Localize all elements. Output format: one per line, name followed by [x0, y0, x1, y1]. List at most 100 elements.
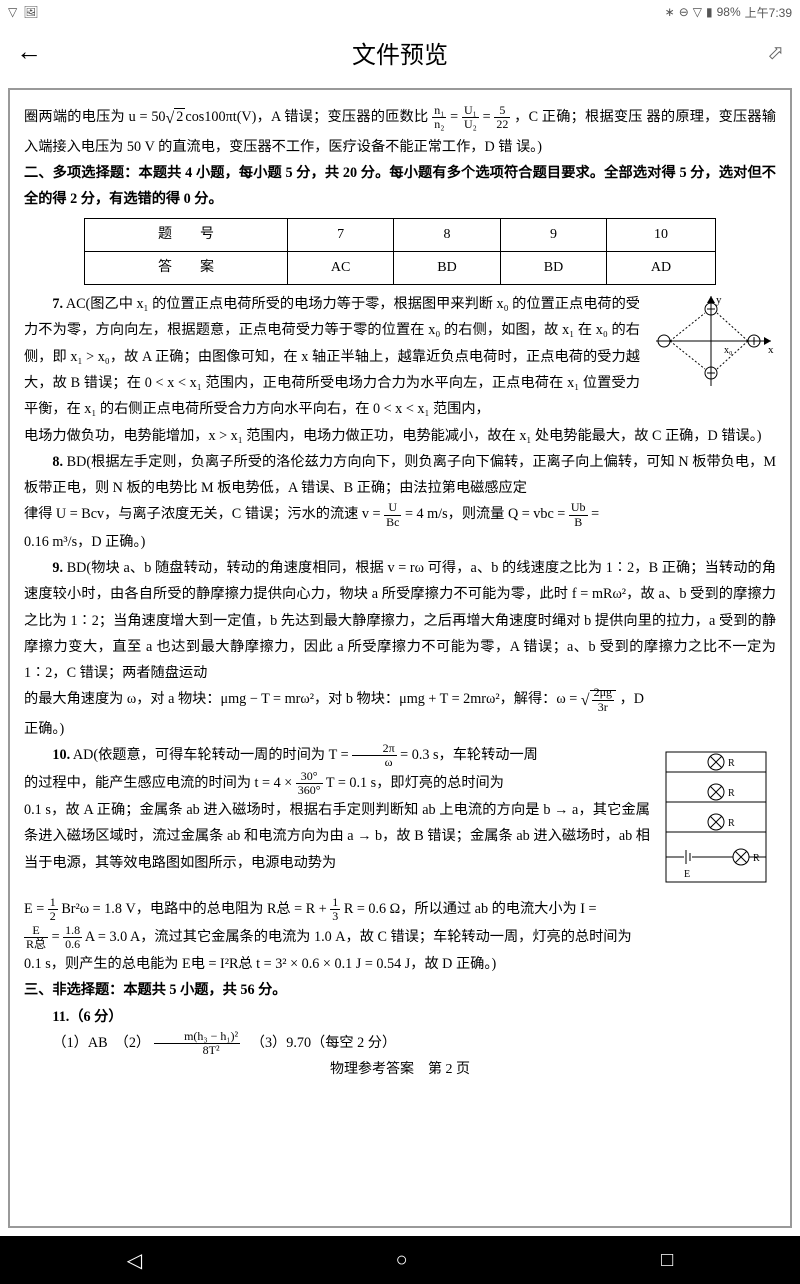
frac-num: U [384, 501, 401, 515]
q8-text-2: 律得 U = Bcv，与离子浓度无关，C 错误；污水的流速 v = UBc = … [24, 501, 776, 528]
back-button[interactable]: ← [16, 37, 42, 67]
frac-num: E [24, 924, 48, 938]
frac-num: 30° [296, 770, 323, 784]
q10-text-6: 0.1 s，则产生的总电能为 E电 = I²R总 t = 3² × 0.6 × … [24, 951, 776, 977]
svg-text:R: R [728, 788, 735, 799]
q8-text: 8. BD(根据左手定则，负离子所受的洛伦兹力方向向下，则负离子向下偏转，正离子… [24, 449, 776, 502]
table-header: 题 号 [85, 219, 288, 252]
text: = [591, 506, 599, 522]
text: E = [24, 901, 48, 917]
table-cell: AD [607, 252, 716, 285]
table-cell: BD [500, 252, 606, 285]
open-external-icon[interactable]: ⬀ [767, 40, 784, 65]
q7-text-cont: 电场力做负功，电势能增加，x > x₁ 范围内，电场力做正功，电势能减小，故在 … [24, 423, 776, 449]
q10-text-5: ER总 = 1.80.6 A = 3.0 A，流过其它金属条的电流为 1.0 A… [24, 924, 776, 951]
frac-num: Ub [569, 501, 588, 515]
text: T = 0.1 s，即灯亮的总时间为 [326, 775, 504, 791]
nav-back-button[interactable]: ◁ [127, 1248, 142, 1273]
document-content: 圈两端的电压为 u = 50√2cos100πt(V)，A 错误；变压器的匝数比… [24, 104, 776, 1083]
frac-num: n₁ [432, 104, 446, 118]
text: （3）9.70（每空 2 分） [244, 1035, 397, 1051]
frac-den: 3r [592, 701, 614, 714]
frac-num: 2π [352, 742, 396, 756]
svg-text:R: R [728, 818, 735, 829]
text: A = 3.0 A，流过其它金属条的电流为 1.0 A，故 C 错误；车轮转动一… [85, 929, 632, 945]
android-nav-bar: ◁ ○ □ [0, 1236, 800, 1284]
table-header: 答 案 [85, 252, 288, 285]
nav-home-button[interactable]: ○ [396, 1249, 408, 1272]
q8-text-3: 0.16 m³/s，D 正确。) [24, 529, 776, 555]
text: 圈两端的电压为 u = 50 [24, 109, 166, 125]
text: ，C 正确；根据变压 [514, 109, 643, 125]
battery-icon: ▮ [706, 5, 713, 19]
frac-den: 3 [330, 910, 340, 923]
frac-den: 22 [494, 118, 510, 131]
frac-num: 5 [494, 104, 510, 118]
page-title: 文件预览 [352, 35, 448, 70]
svg-text:y: y [716, 294, 722, 306]
frac-den: 360° [296, 784, 323, 797]
page-footer: 物理参考答案 第 2 页 [24, 1057, 776, 1083]
frac-den: U₂ [462, 118, 479, 131]
q-number: 7. [52, 296, 63, 312]
document-page: 圈两端的电压为 u = 50√2cos100πt(V)，A 错误；变压器的匝数比… [8, 88, 792, 1228]
svg-text:x₀: x₀ [724, 345, 733, 356]
battery-percent: 98% [717, 5, 741, 19]
bluetooth-icon: ∗ [665, 5, 675, 19]
frac-num: 1.8 [63, 924, 82, 938]
table-cell: 10 [607, 219, 716, 252]
table-cell: BD [394, 252, 500, 285]
frac-den: 2 [48, 910, 58, 923]
text: BD(物块 a、b 随盘转动，转动的角速度相同，根据 v = rω 可得，a、b… [24, 560, 776, 681]
frac-den: B [569, 516, 588, 529]
table-cell: 7 [287, 219, 393, 252]
frac-num: 1 [48, 896, 58, 910]
text: = 0.3 s，车轮转动一周 [400, 747, 538, 763]
frac-den: 8T² [154, 1044, 240, 1057]
text: 的最大角速度为 ω，对 a 物块：μmg − T = mrω²，对 b 物块：μ… [24, 691, 581, 707]
app-header: ← 文件预览 ⬀ [0, 24, 800, 80]
table-cell: 8 [394, 219, 500, 252]
text: （1）AB （2） [52, 1035, 150, 1051]
figure-q7: x y x₀ [646, 291, 776, 391]
table-cell: AC [287, 252, 393, 285]
svg-text:R: R [753, 853, 760, 864]
status-bar: ▽ 🖼 ∗ ⊖ ▽ ▮ 98% 上午7:39 [0, 0, 800, 24]
frac-num: 1 [330, 896, 340, 910]
table-cell: 9 [500, 219, 606, 252]
text: 的过程中，能产生感应电流的时间为 t = 4 × [24, 775, 296, 791]
picture-icon: 🖼 [23, 5, 38, 19]
q10-text-4: E = 12 Br²ω = 1.8 V，电路中的总电阻为 R总 = R + 13… [24, 896, 776, 923]
section-3-title: 三、非选择题：本题共 5 小题，共 56 分。 [24, 977, 776, 1003]
text: BD(根据左手定则，负离子所受的洛伦兹力方向向下，则负离子向下偏转，正离子向上偏… [24, 454, 776, 496]
q11-answer: （1）AB （2） m(h₃ − h₁)²8T² （3）9.70（每空 2 分） [24, 1030, 776, 1057]
wifi-icon: ▽ [8, 5, 17, 19]
nav-recent-button[interactable]: □ [661, 1249, 673, 1272]
intro-para: 圈两端的电压为 u = 50√2cos100πt(V)，A 错误；变压器的匝数比… [24, 104, 776, 160]
q9-text-2: 的最大角速度为 ω，对 a 物块：μmg − T = mrω²，对 b 物块：μ… [24, 686, 776, 716]
figure-q10: R R R R E [656, 742, 776, 892]
clock: 上午7:39 [745, 4, 792, 21]
frac-den: n₂ [432, 118, 446, 131]
text: Br²ω = 1.8 V，电路中的总电阻为 R总 = R + [61, 901, 330, 917]
q9-text-3: 正确。) [24, 716, 776, 742]
q11-title: 11.（6 分） [24, 1004, 776, 1030]
text: AD(依题意，可得车轮转动一周的时间为 T = [73, 747, 352, 763]
frac-den: R总 [24, 938, 48, 951]
q-number: 10. [52, 747, 70, 763]
text: AC(图乙中 x₁ 的位置正点电荷所受的电场力等于零，根据图甲来判断 x₀ 的位… [24, 296, 640, 417]
frac-den: ω [352, 756, 396, 769]
signal-icon: ▽ [693, 5, 702, 19]
svg-text:R: R [728, 758, 735, 769]
frac-den: 0.6 [63, 938, 82, 951]
frac-num: m(h₃ − h₁)² [154, 1030, 240, 1044]
diagram-svg: x y x₀ [646, 291, 776, 391]
q-number: 9. [52, 560, 63, 576]
answer-table: 题 号 7 8 9 10 答 案 AC BD BD AD [84, 218, 716, 285]
text: 律得 U = Bcv，与离子浓度无关，C 错误；污水的流速 v = [24, 506, 384, 522]
frac-num: U₁ [462, 104, 479, 118]
circuit-svg: R R R R E [656, 742, 776, 892]
section-2-title: 二、多项选择题：本题共 4 小题，每小题 5 分，共 20 分。每小题有多个选项… [24, 160, 776, 213]
q-number: 8. [52, 454, 63, 470]
q9-text: 9. BD(物块 a、b 随盘转动，转动的角速度相同，根据 v = rω 可得，… [24, 555, 776, 686]
